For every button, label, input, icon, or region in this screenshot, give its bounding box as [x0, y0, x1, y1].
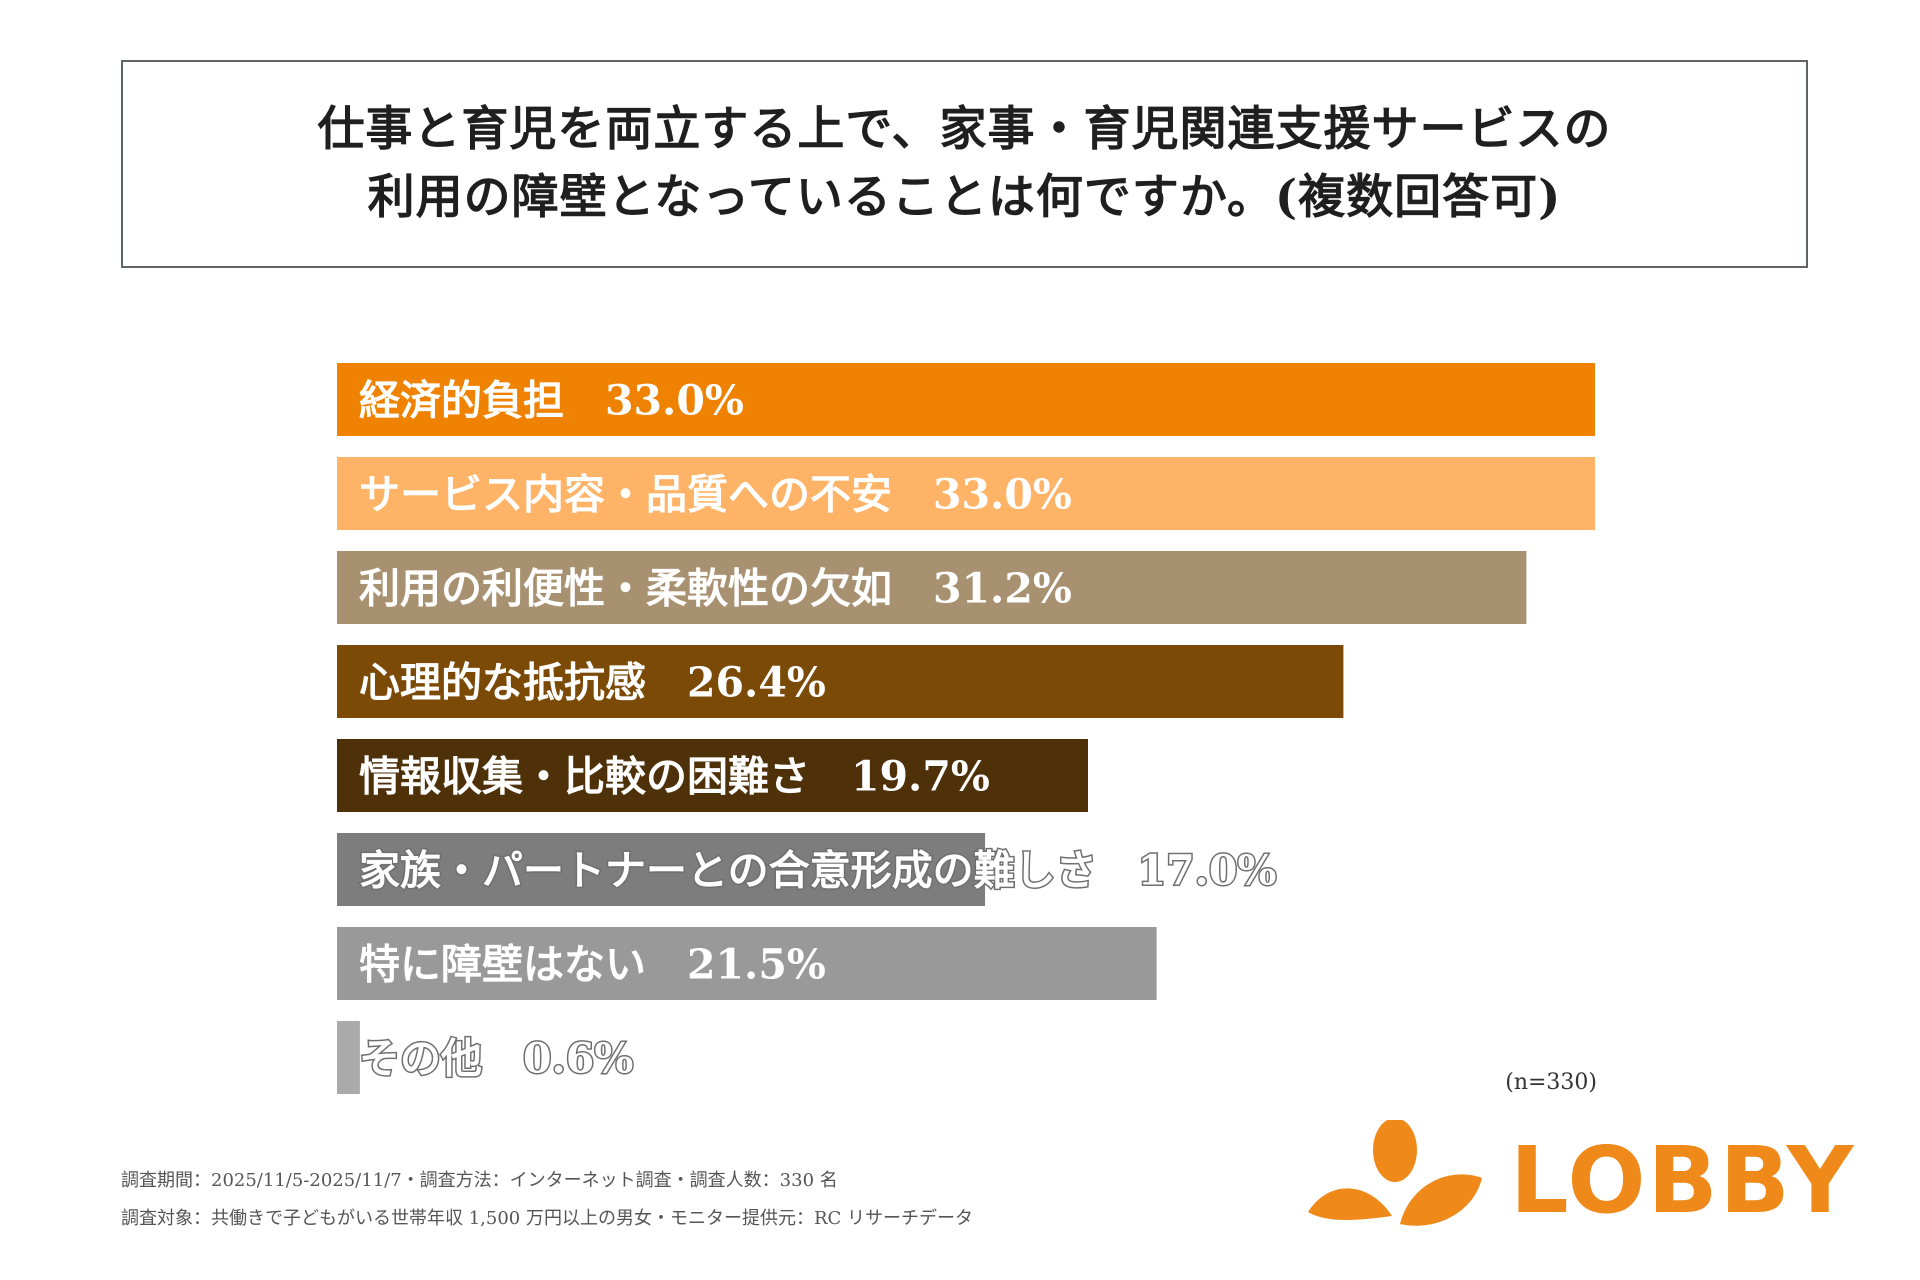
bar-5: [337, 739, 1088, 812]
lobby-logo: LOBBY: [1300, 1120, 1853, 1250]
bar-label-2: サービス内容・品質への不安 33.0%: [359, 471, 1072, 519]
bar-8: [337, 1021, 360, 1094]
leaf-icon: [1308, 1120, 1482, 1226]
survey-footer: 調査期間：2025/11/5-2025/11/7・調査方法：インターネット調査・…: [121, 1162, 973, 1238]
bar-label-3: 利用の利便性・柔軟性の欠如 31.2%: [359, 565, 1072, 613]
bar-2: [337, 457, 1595, 530]
bar-label-6: 家族・パートナーとの合意形成の難しさ 17.0%: [359, 847, 1276, 895]
bar-label-4: 心理的な抵抗感 26.4%: [359, 659, 826, 707]
chart-title-line-2: 利用の障壁となっていることは何ですか。(複数回答可): [367, 170, 1562, 225]
footer-line-1: 調査期間：2025/11/5-2025/11/7・調査方法：インターネット調査・…: [121, 1170, 838, 1191]
bar-7: [337, 927, 1157, 1000]
bar-label-8: その他 0.6%: [359, 1035, 633, 1083]
bar-3: [337, 551, 1527, 624]
bar-label-7: 特に障壁はない 21.5%: [359, 941, 826, 989]
bar-1: [337, 363, 1595, 436]
bar-6: [337, 833, 986, 906]
logo-text: LOBBY: [1510, 1127, 1856, 1234]
bar-label-1: 経済的負担 33.0%: [359, 377, 744, 425]
title-box: 仕事と育児を両立する上で、家事・育児関連支援サービスの 利用の障壁となっているこ…: [121, 60, 1808, 268]
footer-line-2: 調査対象：共働きで子どもがいる世帯年収 1,500 万円以上の男女・モニター提供…: [121, 1208, 974, 1229]
chart-title-line-1: 仕事と育児を両立する上で、家事・育児関連支援サービスの: [317, 102, 1612, 157]
sample-size-note: (n=330): [1505, 1070, 1597, 1095]
bar-4: [337, 645, 1344, 718]
bar-label-5: 情報収集・比較の困難さ 19.7%: [359, 753, 990, 801]
